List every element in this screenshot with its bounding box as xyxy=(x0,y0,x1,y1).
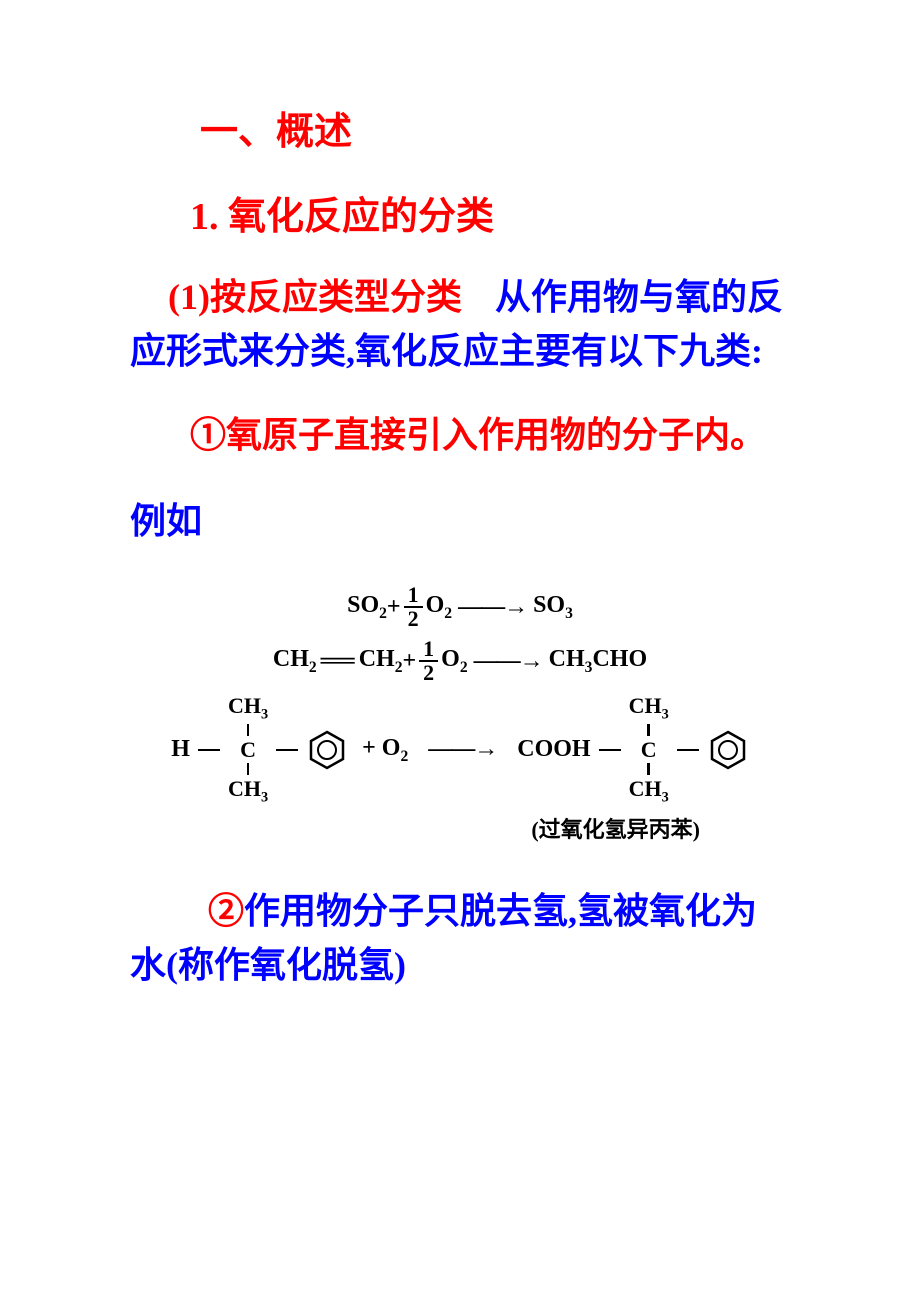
eq2-arrow: ——→ xyxy=(474,648,543,675)
eq3-plus-o2: + O2 xyxy=(362,735,408,766)
eq2-plus: + xyxy=(402,648,416,675)
benzene-ring-icon xyxy=(306,729,348,771)
eq2-frac: 1 2 xyxy=(419,638,438,684)
heading-2: 1. 氧化反应的分类 xyxy=(190,185,790,240)
equation-2: CH2 ══ CH2 + 1 2 O2 ——→ CH3CHO xyxy=(130,638,790,684)
eq3-left-c-group: CH3 C CH3 xyxy=(228,694,268,806)
eq3-caption: (过氧化氢异丙苯) xyxy=(130,812,700,844)
eq2-lhs-b: CH2 xyxy=(359,646,403,677)
eq1-lhs1: SO2 xyxy=(347,592,387,623)
eq3-arrow: ——→ xyxy=(428,736,497,763)
eq2-double-bond: ══ xyxy=(321,648,355,675)
item-1: ①氧原子直接引入作用物的分子内。 xyxy=(130,408,790,462)
para1-red-text: (1)按反应类型分类 xyxy=(168,277,462,317)
example-label: 例如 xyxy=(130,492,790,544)
bond-h-icon xyxy=(276,749,298,752)
bond-h-icon xyxy=(599,749,621,752)
eq1-plus: + xyxy=(387,594,401,621)
benzene-ring-icon xyxy=(707,729,749,771)
eq1-rhs: SO3 xyxy=(533,592,573,623)
eq1-frac: 1 2 xyxy=(404,584,423,630)
equation-3: H CH3 C CH3 + O2 ——→ COOH CH xyxy=(130,694,790,806)
bond-h-icon xyxy=(677,749,699,752)
eq2-o2: O2 xyxy=(441,646,467,677)
item2-prefix: ② xyxy=(208,891,244,931)
bond-h-icon xyxy=(198,749,220,752)
eq3-left-h: H xyxy=(171,736,190,763)
eq3-cooh: COOH xyxy=(517,736,590,763)
equations-block: SO2 + 1 2 O2 ——→ SO3 CH2 ══ CH2 + 1 2 O2… xyxy=(130,584,790,844)
item-2: ②作用物分子只脱去氢,氢被氧化为水(称作氧化脱氢) xyxy=(130,884,790,992)
paragraph-1: (1)按反应类型分类 从作用物与氧的反应形式来分类,氧化反应主要有以下九类: xyxy=(130,270,790,378)
heading-1: 一、概述 xyxy=(200,100,790,155)
eq2-lhs-a: CH2 xyxy=(273,646,317,677)
eq1-arrow: ——→ xyxy=(458,594,527,621)
equation-1: SO2 + 1 2 O2 ——→ SO3 xyxy=(130,584,790,630)
eq3-right-c-group: CH3 C CH3 xyxy=(629,694,669,806)
eq2-rhs: CH3CHO xyxy=(549,646,647,677)
eq1-o2: O2 xyxy=(426,592,452,623)
document-page: 一、概述 1. 氧化反应的分类 (1)按反应类型分类 从作用物与氧的反应形式来分… xyxy=(0,0,920,992)
